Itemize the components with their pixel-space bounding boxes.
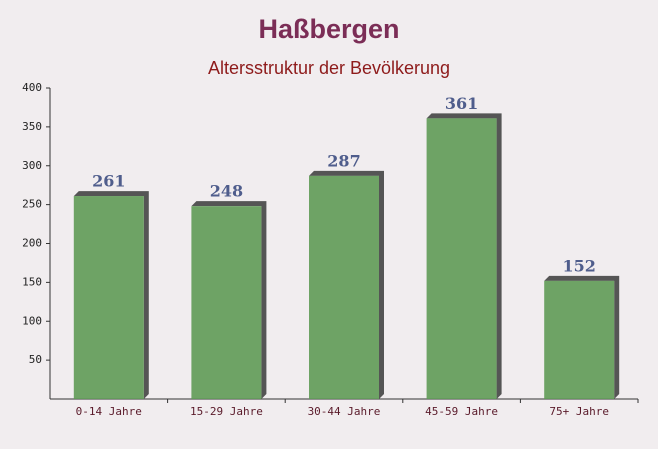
chart-title: Haßbergen (258, 14, 399, 44)
x-tick-label: 75+ Jahre (549, 405, 609, 418)
value-label: 287 (327, 151, 360, 170)
y-tick-label: 50 (29, 353, 42, 366)
chart-subtitle: Altersstruktur der Bevölkerung (208, 58, 450, 78)
x-tick-label: 15-29 Jahre (190, 405, 263, 418)
y-tick-label: 300 (22, 159, 42, 172)
bar (73, 196, 144, 399)
y-tick-label: 400 (22, 81, 42, 94)
value-label: 152 (562, 256, 595, 275)
y-tick-label: 250 (22, 198, 42, 211)
x-tick-label: 30-44 Jahre (308, 405, 381, 418)
y-tick-label: 100 (22, 314, 42, 327)
value-label: 361 (445, 94, 478, 113)
bar (191, 206, 262, 399)
x-tick-label: 45-59 Jahre (425, 405, 498, 418)
bar (309, 175, 379, 399)
y-tick-label: 350 (22, 120, 42, 133)
bar (426, 118, 497, 399)
y-tick-label: 200 (22, 237, 42, 250)
y-tick-label: 150 (22, 275, 42, 288)
x-tick-label: 0-14 Jahre (76, 405, 142, 418)
value-label: 261 (92, 172, 125, 191)
bar (544, 280, 615, 399)
value-label: 248 (210, 182, 243, 201)
